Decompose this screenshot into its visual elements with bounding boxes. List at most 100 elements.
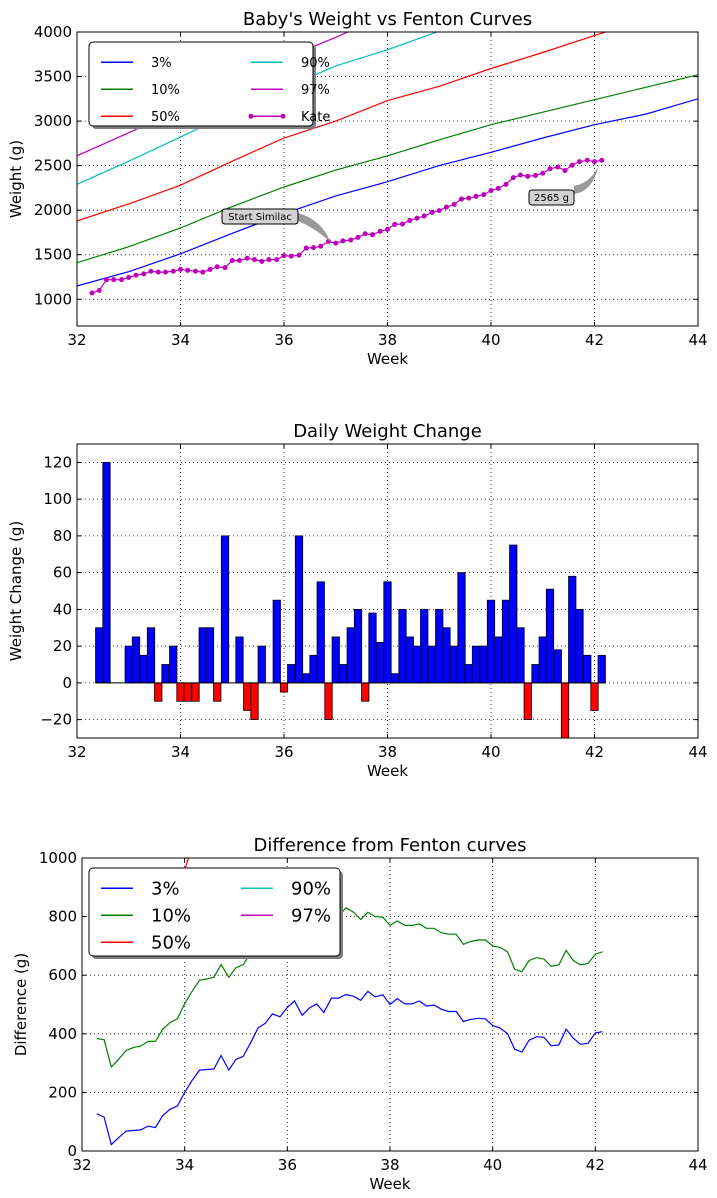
bar — [553, 649, 562, 684]
x-tick-label: 34 — [171, 743, 190, 761]
legend-label: 3% — [151, 56, 172, 71]
x-axis-label: Week — [367, 350, 408, 368]
data-point — [340, 238, 346, 244]
data-point — [310, 245, 316, 251]
data-point — [407, 217, 413, 223]
annotation-box — [528, 189, 575, 206]
legend-2: 3% 10% 50% 90% 97% — [88, 867, 343, 959]
bar — [390, 673, 399, 684]
bar — [250, 682, 259, 721]
data-point — [333, 240, 339, 246]
data-point — [481, 192, 487, 198]
x-tick-label: 34 — [175, 1156, 194, 1174]
x-tick-label: 44 — [688, 331, 707, 349]
bar — [523, 682, 532, 721]
data-point — [193, 268, 199, 274]
legend-label: 50% — [151, 933, 191, 954]
data-point — [133, 272, 139, 278]
x-tick-label: 44 — [688, 1156, 707, 1174]
legend-0: 3% 10% 50% 90% 97% Kate — [88, 41, 330, 129]
data-point — [266, 257, 272, 263]
data-point — [400, 221, 406, 227]
bar — [597, 654, 606, 684]
y-axis-label: Weight Change (g) — [7, 521, 25, 661]
x-tick-label: 40 — [483, 1156, 502, 1174]
y-tick-label: 80 — [53, 527, 72, 545]
data-point — [392, 221, 398, 227]
plot-frame — [76, 31, 699, 327]
y-tick-label: 100 — [43, 490, 72, 508]
chart-title: Difference from Fenton curves — [254, 835, 527, 856]
bar — [95, 627, 104, 684]
y-axis-label: Difference (g) — [12, 953, 30, 1056]
x-tick-label: 36 — [278, 1156, 297, 1174]
legend-label: 10% — [151, 83, 180, 98]
x-tick-label: 32 — [67, 331, 86, 349]
data-point — [141, 271, 147, 277]
axes-0: 32 34 36 38 40 42 44 1000 1500 2000 2500 3000 3500 40… — [7, 9, 708, 368]
axes-1: 32 34 36 38 40 42 44 −20 0 20 40 60 80 100 120 Daily We… — [7, 421, 708, 780]
bar — [302, 673, 311, 684]
bar — [316, 581, 325, 684]
bar — [331, 636, 340, 684]
bar — [161, 664, 170, 684]
legend-label: Kate — [301, 110, 330, 125]
data-point — [451, 201, 457, 207]
data-point — [222, 265, 228, 271]
bar — [531, 664, 540, 684]
data-point — [207, 266, 213, 272]
data-point — [162, 269, 168, 275]
data-point — [495, 185, 501, 191]
y-tick-label: 200 — [48, 1083, 77, 1101]
annotation-arrow — [298, 213, 331, 243]
data-point — [414, 215, 420, 221]
data-point — [377, 228, 383, 234]
data-point — [103, 277, 109, 283]
bar — [294, 535, 304, 684]
series-line-kate — [91, 159, 602, 294]
bar — [464, 664, 473, 684]
bar — [405, 636, 414, 684]
bar — [272, 599, 281, 684]
bar — [146, 627, 156, 684]
x-tick-label: 40 — [481, 331, 500, 349]
data-point — [362, 231, 368, 237]
data-point — [236, 258, 242, 264]
data-point — [569, 162, 575, 168]
legend-label: 97% — [291, 906, 331, 927]
data-point — [540, 170, 546, 176]
bar — [590, 682, 599, 711]
bar — [427, 645, 437, 684]
bar — [516, 627, 525, 684]
x-tick-label: 38 — [380, 1156, 399, 1174]
bar — [102, 461, 111, 684]
x-tick-label: 36 — [274, 331, 293, 349]
plot-frame — [81, 857, 699, 1152]
data-point — [599, 157, 605, 163]
data-point — [369, 232, 375, 238]
legend-label: 3% — [151, 879, 180, 900]
data-point — [326, 238, 332, 244]
x-tick-label: 38 — [378, 331, 397, 349]
y-tick-label: 400 — [48, 1025, 77, 1043]
legend-label: 50% — [151, 110, 180, 125]
legend-box — [88, 41, 314, 127]
plot-area-2 — [96, 858, 603, 1146]
y-tick-label: 20 — [53, 637, 72, 655]
x-tick-label: 34 — [171, 331, 190, 349]
bar — [501, 599, 511, 684]
bar — [494, 636, 503, 684]
data-point — [155, 269, 161, 275]
y-tick-label: 3500 — [34, 68, 72, 86]
y-tick-label: −20 — [40, 711, 72, 729]
bar — [545, 588, 555, 684]
data-point — [348, 237, 354, 243]
data-point — [96, 287, 102, 293]
annotation-label: Start Similac — [228, 212, 292, 223]
chart-title: Daily Weight Change — [293, 421, 482, 442]
data-point — [459, 196, 465, 202]
y-tick-label: 120 — [43, 453, 72, 471]
plot-frame — [76, 443, 699, 739]
bar — [243, 682, 252, 711]
